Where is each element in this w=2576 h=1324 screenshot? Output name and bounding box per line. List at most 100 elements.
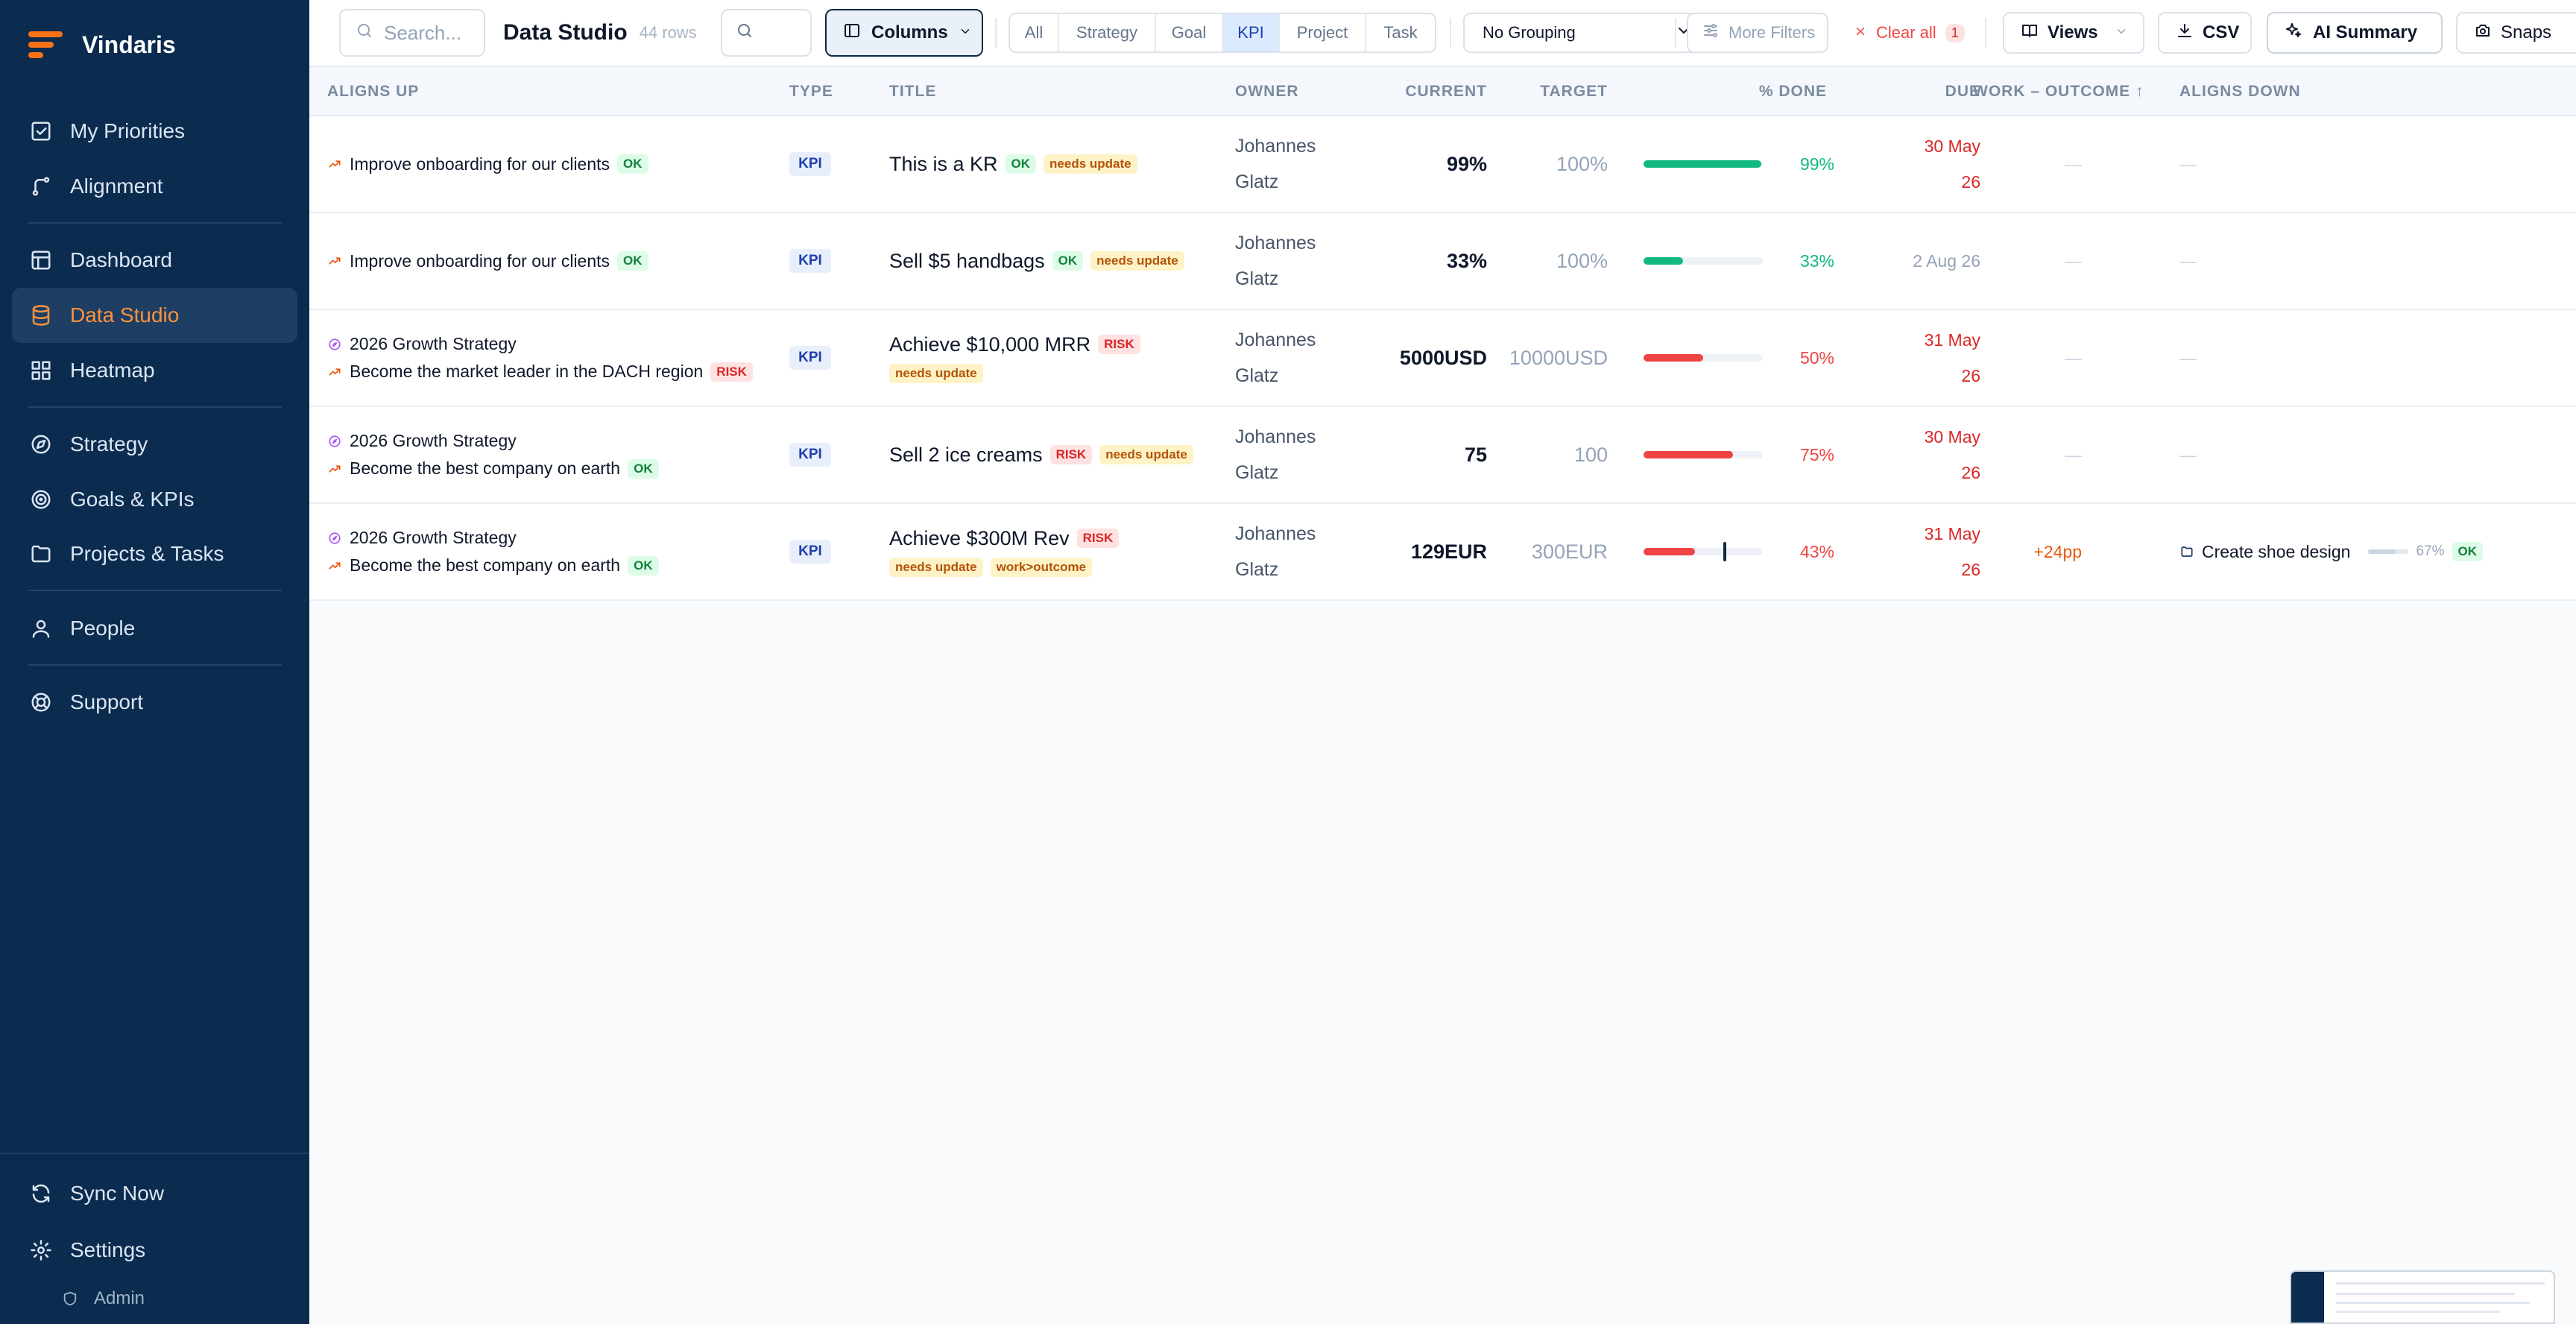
views-button[interactable]: Views xyxy=(2003,12,2144,54)
csv-export-button[interactable]: CSV xyxy=(2158,12,2252,54)
column-header-type[interactable]: TYPE xyxy=(789,83,833,100)
due-date-line2: 26 xyxy=(1961,366,1980,385)
brand[interactable]: Vindaris xyxy=(28,28,176,61)
aligns-down-value: — xyxy=(2179,444,2197,464)
title-cell[interactable]: Sell 2 ice creams RISK needs update xyxy=(889,407,1193,502)
sidebar-item-alignment[interactable]: Alignment xyxy=(12,159,297,214)
pct-done-cell: 75% xyxy=(1644,407,1834,502)
current-value[interactable]: 129EUR xyxy=(1410,540,1487,563)
search-input[interactable]: Search... xyxy=(339,9,485,57)
sidebar-item-projects-tasks[interactable]: Projects & Tasks xyxy=(12,526,297,581)
column-header-aligns-up[interactable]: ALIGNS UP xyxy=(327,83,420,100)
database-icon xyxy=(30,304,52,327)
row-title[interactable]: Achieve $10,000 MRR xyxy=(889,332,1091,356)
ai-summary-label: AI Summary xyxy=(2313,22,2418,42)
column-header-target[interactable]: TARGET xyxy=(1540,83,1608,100)
aligns-down-item[interactable]: Create shoe design 67% OK xyxy=(2179,542,2483,562)
table-row[interactable]: Improve onboarding for our clients OK KP… xyxy=(309,116,2576,213)
owner-cell[interactable]: Johannes Glatz xyxy=(1235,504,1316,599)
owner-cell[interactable]: Johannes Glatz xyxy=(1235,213,1316,309)
title-cell[interactable]: Achieve $300M Rev RISK needs update work… xyxy=(889,504,1120,599)
column-header-title[interactable]: TITLE xyxy=(889,83,937,100)
aligns-up-strategy[interactable]: 2026 Growth Strategy xyxy=(327,334,753,354)
clear-all-button[interactable]: Clear all 1 xyxy=(1854,13,1965,53)
aligns-up-cell: Improve onboarding for our clients OK xyxy=(327,213,648,309)
settings-button[interactable]: Settings xyxy=(12,1223,297,1278)
strategy-icon xyxy=(327,434,342,449)
due-date-line2: 26 xyxy=(1961,463,1980,482)
title-cell[interactable]: Achieve $10,000 MRR RISK needs update xyxy=(889,310,1140,406)
type-filter-kpi[interactable]: KPI xyxy=(1223,14,1280,51)
title-cell[interactable]: This is a KR OK needs update xyxy=(889,116,1137,212)
strategy-icon xyxy=(327,337,342,352)
trend-up-icon xyxy=(327,157,342,171)
aligns-up-goal[interactable]: Improve onboarding for our clients OK xyxy=(327,154,648,174)
aligns-up-goal[interactable]: Improve onboarding for our clients OK xyxy=(327,251,648,271)
target-value[interactable]: 100% xyxy=(1556,249,1608,272)
aligns-up-strategy[interactable]: 2026 Growth Strategy xyxy=(327,528,659,548)
sidebar-item-my-priorities[interactable]: My Priorities xyxy=(12,104,297,159)
column-header-work-outcome[interactable]: WORK – OUTCOME ↑ xyxy=(1973,83,2144,100)
owner-cell[interactable]: Johannes Glatz xyxy=(1235,310,1316,406)
aligns-up-goal[interactable]: Become the market leader in the DACH reg… xyxy=(327,362,753,382)
target-value[interactable]: 10000USD xyxy=(1509,346,1608,369)
target-value[interactable]: 100 xyxy=(1573,443,1608,466)
grouping-select[interactable]: No Grouping xyxy=(1463,13,1709,53)
sidebar-item-dashboard[interactable]: Dashboard xyxy=(12,233,297,288)
row-title[interactable]: Achieve $300M Rev xyxy=(889,526,1070,549)
sidebar-item-strategy[interactable]: Strategy xyxy=(12,417,297,472)
column-header-due[interactable]: DUE xyxy=(1945,83,1980,100)
sync-now-button[interactable]: Sync Now xyxy=(12,1166,297,1221)
status-badge: OK xyxy=(1052,251,1084,271)
table-row[interactable]: Improve onboarding for our clients OK KP… xyxy=(309,213,2576,310)
admin-link[interactable]: Admin xyxy=(61,1288,145,1309)
admin-label: Admin xyxy=(94,1288,145,1308)
table-row[interactable]: 2026 Growth Strategy Become the market l… xyxy=(309,310,2576,407)
current-value[interactable]: 75 xyxy=(1464,443,1487,466)
column-header-current[interactable]: CURRENT xyxy=(1405,83,1487,100)
row-title[interactable]: Sell 2 ice creams xyxy=(889,443,1043,466)
title-cell[interactable]: Sell $5 handbags OK needs update xyxy=(889,213,1184,309)
column-header-pct-done[interactable]: % DONE xyxy=(1758,83,1827,100)
owner-cell[interactable]: Johannes Glatz xyxy=(1235,116,1316,212)
type-filter-task[interactable]: Task xyxy=(1383,23,1418,42)
column-header-owner[interactable]: OWNER xyxy=(1235,83,1299,100)
owner-cell[interactable]: Johannes Glatz xyxy=(1235,407,1316,502)
row-title[interactable]: This is a KR xyxy=(889,152,998,175)
due-date: 31 May 26 xyxy=(1845,310,1980,406)
aligns-up-goal[interactable]: Become the best company on earth OK xyxy=(327,555,659,576)
page-preview-thumbnail[interactable] xyxy=(2290,1270,2555,1324)
sidebar-item-heatmap[interactable]: Heatmap xyxy=(12,343,297,398)
table-row[interactable]: 2026 Growth Strategy Become the best com… xyxy=(309,504,2576,601)
owner-first-name: Johannes xyxy=(1235,523,1316,544)
aligns-up-goal[interactable]: Become the best company on earth OK xyxy=(327,458,659,479)
type-filter-all[interactable]: All xyxy=(1010,14,1059,51)
table-row[interactable]: 2026 Growth Strategy Become the best com… xyxy=(309,407,2576,504)
current-value[interactable]: 99% xyxy=(1446,152,1487,175)
sidebar-item-goals-kpis[interactable]: Goals & KPIs xyxy=(12,472,297,527)
aligns-up-strategy[interactable]: 2026 Growth Strategy xyxy=(327,431,659,451)
sidebar-item-data-studio[interactable]: Data Studio xyxy=(12,288,297,343)
close-icon xyxy=(1854,23,1867,42)
current-value[interactable]: 33% xyxy=(1446,249,1487,272)
sidebar-item-people[interactable]: People xyxy=(12,601,297,656)
owner-first-name: Johannes xyxy=(1235,136,1316,157)
row-title[interactable]: Sell $5 handbags xyxy=(889,249,1045,272)
type-filter-goal[interactable]: Goal xyxy=(1156,14,1223,51)
type-filter-strategy[interactable]: Strategy xyxy=(1059,14,1156,51)
filter-count-badge: 1 xyxy=(1945,23,1965,42)
target-value[interactable]: 300EUR xyxy=(1531,540,1608,563)
sidebar-item-support[interactable]: Support xyxy=(12,675,297,730)
trend-up-icon xyxy=(327,558,342,573)
more-filters-button[interactable]: More Filters xyxy=(1687,13,1828,53)
table-search-input[interactable] xyxy=(721,9,812,57)
more-filters-label: More Filters xyxy=(1729,23,1816,42)
columns-button[interactable]: Columns xyxy=(825,9,983,57)
folder-icon xyxy=(30,543,52,565)
type-filter-project[interactable]: Project xyxy=(1280,14,1366,51)
column-header-aligns-down[interactable]: ALIGNS DOWN xyxy=(2179,83,2301,100)
target-value[interactable]: 100% xyxy=(1556,152,1608,175)
current-value[interactable]: 5000USD xyxy=(1399,346,1487,369)
snapshot-button[interactable]: Snaps xyxy=(2456,12,2576,54)
ai-summary-button[interactable]: AI Summary xyxy=(2267,12,2443,54)
